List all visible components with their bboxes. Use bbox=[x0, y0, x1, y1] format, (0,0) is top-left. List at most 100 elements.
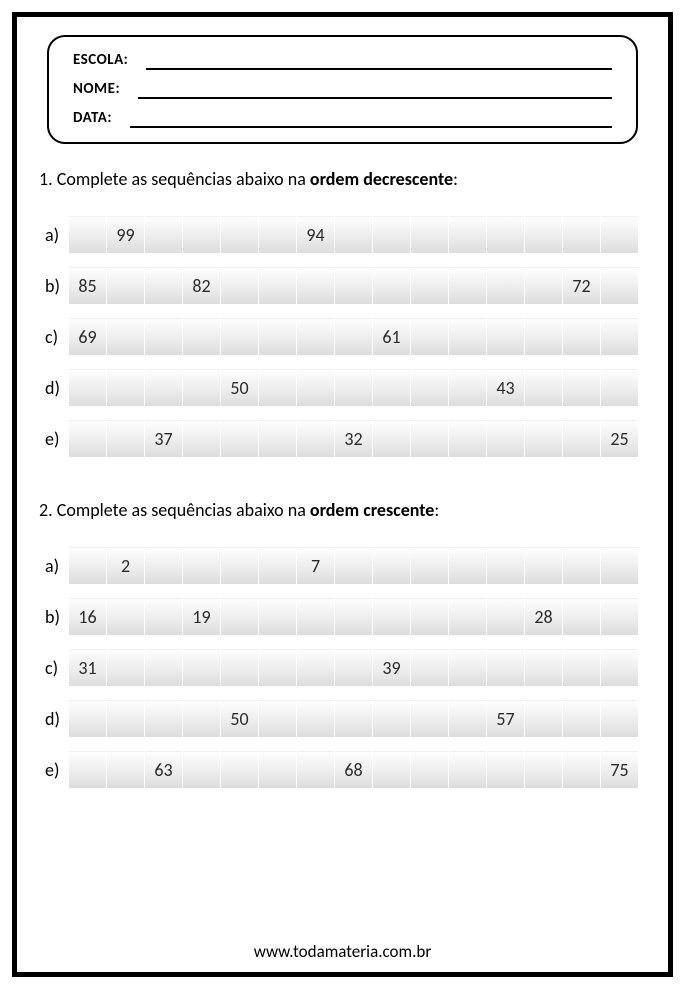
empty-cell[interactable] bbox=[601, 547, 638, 584]
empty-cell[interactable] bbox=[487, 267, 524, 304]
empty-cell[interactable] bbox=[601, 369, 638, 406]
empty-cell[interactable] bbox=[259, 420, 296, 457]
empty-cell[interactable] bbox=[221, 216, 258, 253]
nome-line[interactable] bbox=[138, 83, 612, 99]
empty-cell[interactable] bbox=[145, 598, 182, 635]
empty-cell[interactable] bbox=[221, 267, 258, 304]
empty-cell[interactable] bbox=[373, 598, 410, 635]
empty-cell[interactable] bbox=[525, 547, 562, 584]
empty-cell[interactable] bbox=[335, 267, 372, 304]
empty-cell[interactable] bbox=[373, 751, 410, 788]
empty-cell[interactable] bbox=[601, 598, 638, 635]
empty-cell[interactable] bbox=[145, 369, 182, 406]
empty-cell[interactable] bbox=[107, 649, 144, 686]
empty-cell[interactable] bbox=[297, 700, 334, 737]
empty-cell[interactable] bbox=[221, 751, 258, 788]
empty-cell[interactable] bbox=[297, 420, 334, 457]
empty-cell[interactable] bbox=[449, 318, 486, 355]
empty-cell[interactable] bbox=[221, 318, 258, 355]
empty-cell[interactable] bbox=[259, 649, 296, 686]
empty-cell[interactable] bbox=[601, 318, 638, 355]
empty-cell[interactable] bbox=[601, 649, 638, 686]
empty-cell[interactable] bbox=[221, 547, 258, 584]
empty-cell[interactable] bbox=[145, 649, 182, 686]
empty-cell[interactable] bbox=[183, 547, 220, 584]
empty-cell[interactable] bbox=[411, 420, 448, 457]
empty-cell[interactable] bbox=[563, 751, 600, 788]
empty-cell[interactable] bbox=[525, 700, 562, 737]
empty-cell[interactable] bbox=[297, 751, 334, 788]
empty-cell[interactable] bbox=[411, 649, 448, 686]
empty-cell[interactable] bbox=[259, 267, 296, 304]
empty-cell[interactable] bbox=[69, 369, 106, 406]
empty-cell[interactable] bbox=[183, 751, 220, 788]
empty-cell[interactable] bbox=[183, 649, 220, 686]
empty-cell[interactable] bbox=[145, 318, 182, 355]
empty-cell[interactable] bbox=[221, 420, 258, 457]
empty-cell[interactable] bbox=[373, 267, 410, 304]
empty-cell[interactable] bbox=[411, 216, 448, 253]
empty-cell[interactable] bbox=[449, 420, 486, 457]
empty-cell[interactable] bbox=[373, 547, 410, 584]
empty-cell[interactable] bbox=[373, 700, 410, 737]
empty-cell[interactable] bbox=[411, 598, 448, 635]
empty-cell[interactable] bbox=[563, 598, 600, 635]
empty-cell[interactable] bbox=[335, 369, 372, 406]
empty-cell[interactable] bbox=[183, 420, 220, 457]
empty-cell[interactable] bbox=[563, 216, 600, 253]
empty-cell[interactable] bbox=[449, 216, 486, 253]
empty-cell[interactable] bbox=[449, 547, 486, 584]
empty-cell[interactable] bbox=[525, 649, 562, 686]
empty-cell[interactable] bbox=[411, 369, 448, 406]
empty-cell[interactable] bbox=[145, 547, 182, 584]
empty-cell[interactable] bbox=[411, 547, 448, 584]
empty-cell[interactable] bbox=[487, 547, 524, 584]
empty-cell[interactable] bbox=[297, 318, 334, 355]
empty-cell[interactable] bbox=[183, 318, 220, 355]
empty-cell[interactable] bbox=[335, 318, 372, 355]
empty-cell[interactable] bbox=[107, 598, 144, 635]
empty-cell[interactable] bbox=[259, 700, 296, 737]
empty-cell[interactable] bbox=[601, 267, 638, 304]
empty-cell[interactable] bbox=[449, 267, 486, 304]
empty-cell[interactable] bbox=[259, 216, 296, 253]
empty-cell[interactable] bbox=[259, 598, 296, 635]
empty-cell[interactable] bbox=[563, 547, 600, 584]
empty-cell[interactable] bbox=[107, 369, 144, 406]
empty-cell[interactable] bbox=[69, 420, 106, 457]
empty-cell[interactable] bbox=[297, 369, 334, 406]
empty-cell[interactable] bbox=[601, 700, 638, 737]
empty-cell[interactable] bbox=[69, 547, 106, 584]
empty-cell[interactable] bbox=[373, 216, 410, 253]
empty-cell[interactable] bbox=[297, 649, 334, 686]
empty-cell[interactable] bbox=[449, 751, 486, 788]
empty-cell[interactable] bbox=[335, 598, 372, 635]
empty-cell[interactable] bbox=[145, 700, 182, 737]
empty-cell[interactable] bbox=[525, 420, 562, 457]
empty-cell[interactable] bbox=[563, 318, 600, 355]
empty-cell[interactable] bbox=[335, 649, 372, 686]
empty-cell[interactable] bbox=[221, 598, 258, 635]
empty-cell[interactable] bbox=[145, 216, 182, 253]
empty-cell[interactable] bbox=[107, 420, 144, 457]
empty-cell[interactable] bbox=[107, 700, 144, 737]
empty-cell[interactable] bbox=[563, 420, 600, 457]
empty-cell[interactable] bbox=[297, 598, 334, 635]
empty-cell[interactable] bbox=[563, 700, 600, 737]
empty-cell[interactable] bbox=[335, 216, 372, 253]
empty-cell[interactable] bbox=[525, 369, 562, 406]
empty-cell[interactable] bbox=[183, 369, 220, 406]
empty-cell[interactable] bbox=[525, 267, 562, 304]
empty-cell[interactable] bbox=[563, 369, 600, 406]
empty-cell[interactable] bbox=[69, 216, 106, 253]
empty-cell[interactable] bbox=[601, 216, 638, 253]
empty-cell[interactable] bbox=[411, 700, 448, 737]
empty-cell[interactable] bbox=[259, 369, 296, 406]
data-line[interactable] bbox=[130, 112, 612, 128]
empty-cell[interactable] bbox=[335, 547, 372, 584]
empty-cell[interactable] bbox=[183, 216, 220, 253]
escola-line[interactable] bbox=[146, 54, 612, 70]
empty-cell[interactable] bbox=[487, 751, 524, 788]
empty-cell[interactable] bbox=[487, 649, 524, 686]
empty-cell[interactable] bbox=[411, 267, 448, 304]
